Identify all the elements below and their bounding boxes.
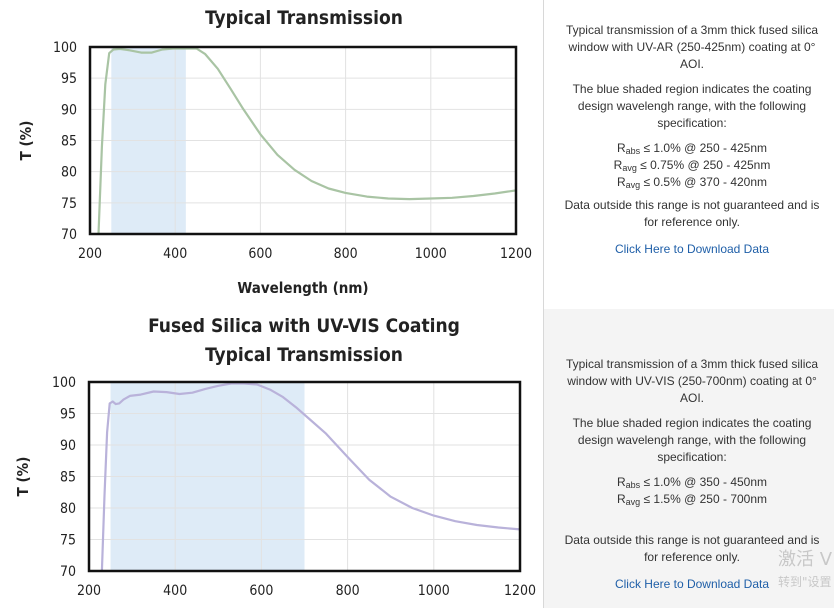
activation-watermark-line1: 激活 V xyxy=(778,549,833,570)
y-tick-label: 85 xyxy=(61,134,77,150)
uv-vis-shade-note: The blue shaded region indicates the coa… xyxy=(572,416,812,464)
y-tick-label: 70 xyxy=(60,564,76,580)
y-tick-label: 75 xyxy=(61,196,77,212)
y-tick-label: 90 xyxy=(61,102,77,118)
uv-vis-chart-cell: Fused Silica with UV-VIS Coating Typical … xyxy=(0,309,543,608)
spec-symbol: R xyxy=(616,175,626,189)
x-tick-label: 1000 xyxy=(415,246,447,262)
x-tick-label: 200 xyxy=(78,246,102,262)
uv-ar-shade-note: The blue shaded region indicates the coa… xyxy=(572,82,812,130)
chart-title-line: Typical Transmission xyxy=(205,7,403,29)
x-tick-label: 1200 xyxy=(504,583,536,599)
spec-subscript: abs xyxy=(625,480,641,490)
chart-title-line: Typical Transmission xyxy=(205,344,403,366)
x-tick-label: 1200 xyxy=(500,246,532,262)
transmission-series-line xyxy=(97,47,517,235)
uv-ar-info-panel: Typical transmission of a 3mm thick fuse… xyxy=(543,0,834,309)
y-tick-label: 80 xyxy=(60,501,76,517)
uv-ar-chart-cell: Typical Transmission 100 95 90 85 80 75 70 200 40… xyxy=(0,0,543,309)
spec-value: ≤ 1.5% @ 250 - 700nm xyxy=(640,492,768,506)
x-tick-label: 400 xyxy=(163,583,187,599)
uv-vis-description: Typical transmission of a 3mm thick fuse… xyxy=(565,357,819,405)
spec-line: Rabs ≤ 1.0% @ 350 - 450nm xyxy=(558,474,826,491)
spec-subscript: avg xyxy=(622,163,637,173)
uv-vis-row: Fused Silica with UV-VIS Coating Typical … xyxy=(0,309,834,608)
uv-vis-info-panel: Typical transmission of a 3mm thick fuse… xyxy=(543,309,834,608)
uv-vis-transmission-chart: Fused Silica with UV-VIS Coating Typical … xyxy=(14,315,536,599)
x-tick-label: 600 xyxy=(249,583,273,599)
y-tick-label: 75 xyxy=(60,533,76,549)
y-tick-label: 80 xyxy=(61,165,77,181)
uv-vis-disclaimer: Data outside this range is not guarantee… xyxy=(564,533,820,564)
x-axis-label: Wavelength (nm) xyxy=(237,279,368,297)
spec-subscript: abs xyxy=(625,146,641,156)
uv-vis-spec-list: Rabs ≤ 1.0% @ 350 - 450nm Ravg ≤ 1.5% @ 2… xyxy=(558,474,826,508)
uv-ar-download-data-link[interactable]: Click Here to Download Data xyxy=(614,242,770,256)
y-tick-label: 90 xyxy=(60,438,76,454)
spec-symbol: R xyxy=(616,492,626,506)
y-tick-label: 85 xyxy=(60,470,76,486)
y-tick-label: 95 xyxy=(60,407,76,423)
y-tick-label: 70 xyxy=(61,227,77,243)
spec-subscript: avg xyxy=(625,180,641,190)
y-tick-label: 100 xyxy=(53,40,77,56)
x-tick-label: 200 xyxy=(77,583,101,599)
spec-subscript: avg xyxy=(625,497,641,507)
spec-value: ≤ 0.5% @ 370 - 420nm xyxy=(640,175,768,189)
uv-ar-description: Typical transmission of a 3mm thick fuse… xyxy=(565,23,819,71)
uv-vis-download-data-link[interactable]: Click Here to Download Data xyxy=(614,577,770,591)
spec-symbol: R xyxy=(616,141,626,155)
x-tick-label: 800 xyxy=(336,583,360,599)
spec-value: ≤ 0.75% @ 250 - 425nm xyxy=(636,158,771,172)
plot-frame xyxy=(88,45,518,236)
y-tick-label: 95 xyxy=(61,71,77,87)
uv-ar-row: Typical Transmission 100 95 90 85 80 75 70 200 40… xyxy=(0,0,834,310)
chart-title-line: Fused Silica with UV-VIS Coating xyxy=(148,315,460,337)
y-axis-label: T (%) xyxy=(17,121,35,161)
plot-frame xyxy=(87,380,522,573)
transmission-series-line xyxy=(100,382,521,572)
x-tick-label: 800 xyxy=(334,246,358,262)
x-tick-label: 400 xyxy=(163,246,187,262)
uv-ar-disclaimer: Data outside this range is not guarantee… xyxy=(564,198,820,229)
spec-symbol: R xyxy=(613,158,623,172)
spec-line: Rabs ≤ 1.0% @ 250 - 425nm xyxy=(558,140,826,157)
spec-symbol: R xyxy=(616,475,626,489)
spec-value: ≤ 1.0% @ 250 - 425nm xyxy=(640,141,768,155)
spec-value: ≤ 1.0% @ 350 - 450nm xyxy=(640,475,768,489)
x-tick-label: 1000 xyxy=(418,583,450,599)
activation-watermark-line2: 转到"设置 xyxy=(778,575,832,589)
spec-line: Ravg ≤ 0.75% @ 250 - 425nm xyxy=(558,157,826,174)
x-tick-label: 600 xyxy=(248,246,272,262)
spec-line: Ravg ≤ 1.5% @ 250 - 700nm xyxy=(558,491,826,508)
uv-ar-spec-list: Rabs ≤ 1.0% @ 250 - 425nm Ravg ≤ 0.75% @ … xyxy=(558,140,826,191)
y-axis-label: T (%) xyxy=(14,457,32,497)
spec-line: Ravg ≤ 0.5% @ 370 - 420nm xyxy=(558,174,826,191)
y-tick-label: 100 xyxy=(52,375,76,391)
